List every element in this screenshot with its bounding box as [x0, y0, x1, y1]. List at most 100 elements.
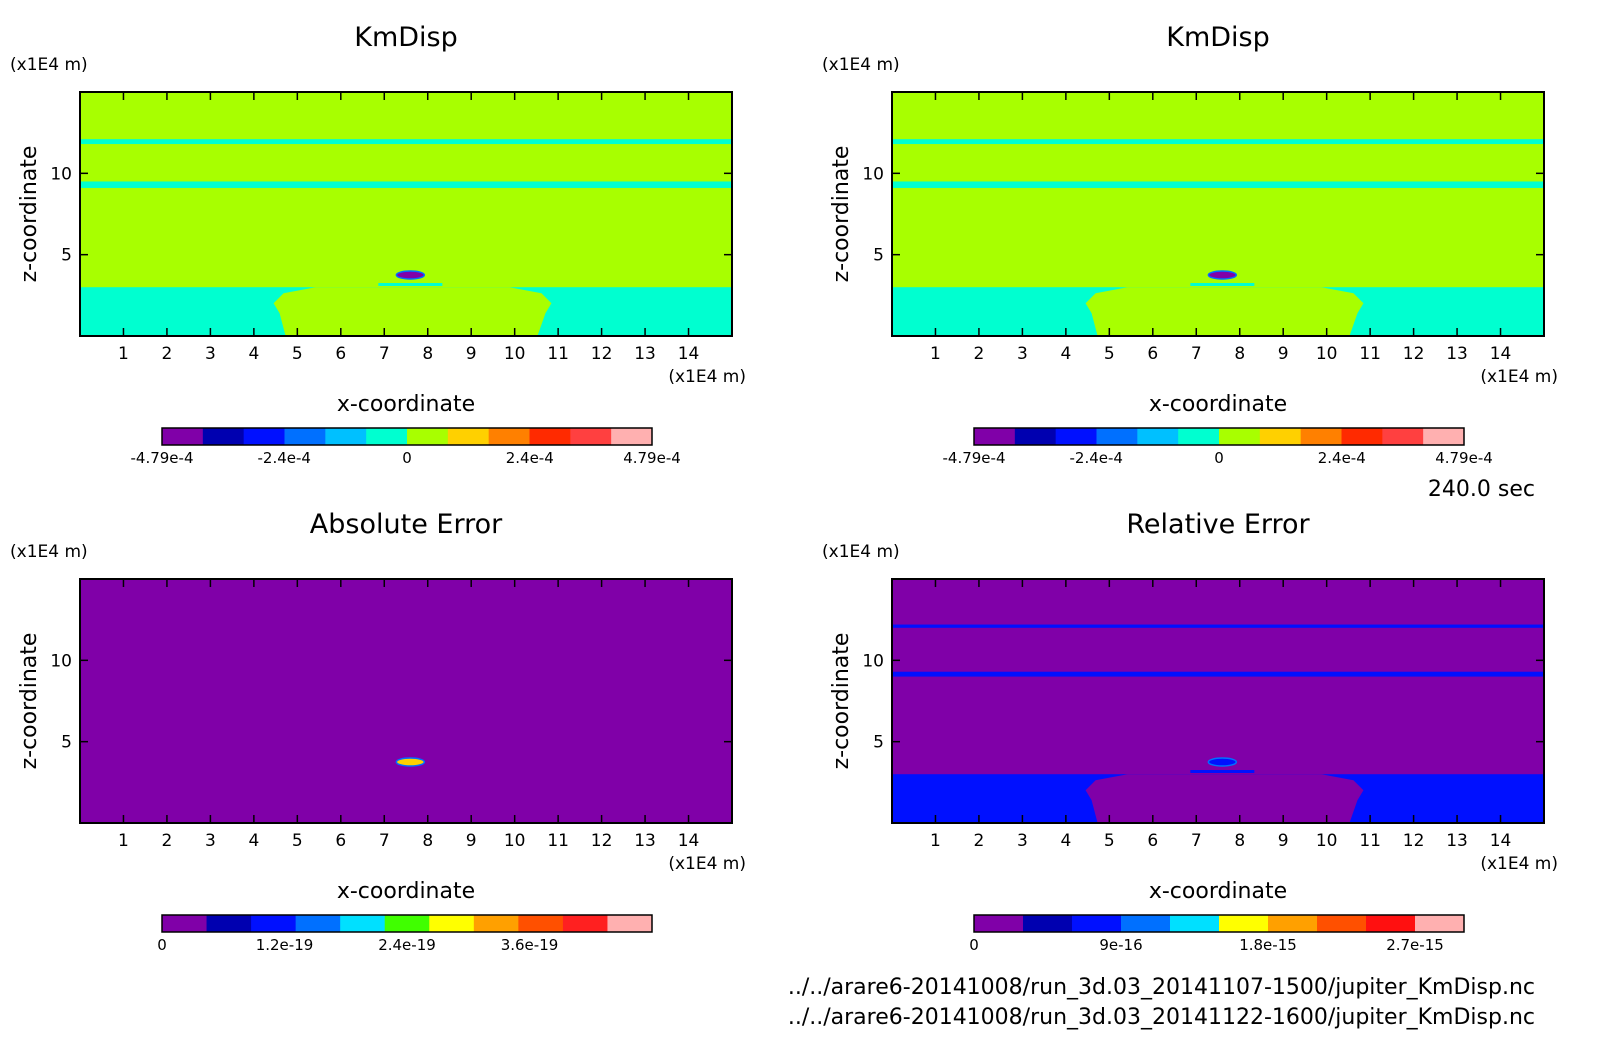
x-tick-label: 8 — [1234, 831, 1245, 851]
x-tick-label: 1 — [930, 831, 941, 851]
y-axis-label: z-coordinate — [829, 146, 854, 283]
x-unit-label: (x1E4 m) — [1480, 367, 1558, 387]
x-axis-label: x-coordinate — [1149, 392, 1287, 417]
x-tick-label: 7 — [1191, 344, 1202, 364]
colorbar-swatch — [974, 915, 1024, 932]
colorbar-frame — [973, 427, 1465, 446]
x-axis-label: x-coordinate — [1149, 879, 1287, 904]
colorbar-swatch — [488, 428, 530, 445]
colorbar-swatch — [1341, 428, 1383, 445]
colorbar-swatch — [340, 915, 386, 932]
field-central-plume — [273, 287, 552, 336]
x-tick-label: 12 — [591, 344, 613, 364]
x-tick-label: 11 — [1359, 831, 1381, 851]
file-path-1: ../../arare6-20141008/run_3d.03_20141107… — [788, 975, 1535, 1000]
x-unit-label: (x1E4 m) — [668, 367, 746, 387]
x-tick-label: 4 — [248, 831, 259, 851]
colorbar-tick-label: -2.4e-4 — [1070, 449, 1123, 467]
plot-frame — [79, 578, 733, 824]
field-anomaly-lower-strip — [378, 283, 443, 286]
colorbar-swatch — [325, 428, 367, 445]
colorbar-swatch — [243, 428, 285, 445]
colorbar-tick-label: 0 — [157, 936, 167, 954]
x-tick-label: 12 — [1403, 344, 1425, 364]
x-tick-label: 10 — [1316, 344, 1338, 364]
colorbar-swatch — [251, 915, 297, 932]
colorbar-swatch — [206, 915, 252, 932]
x-tick-label: 13 — [1446, 344, 1468, 364]
colorbar-frame — [161, 914, 653, 933]
y-unit-label: (x1E4 m) — [10, 542, 88, 562]
x-tick-label: 5 — [292, 831, 303, 851]
x-tick-label: 2 — [974, 344, 985, 364]
plot-frame — [891, 91, 1545, 337]
field-anomaly — [1207, 270, 1238, 280]
x-tick-label: 4 — [1060, 344, 1071, 364]
x-tick-label: 11 — [547, 344, 569, 364]
chart-title: KmDisp — [1166, 22, 1270, 53]
field-band-2 — [80, 181, 732, 188]
y-axis-label: z-coordinate — [17, 146, 42, 283]
x-tick-label: 8 — [422, 831, 433, 851]
y-axis-label: z-coordinate — [829, 633, 854, 770]
colorbar-swatch — [162, 915, 208, 932]
colorbar-swatch — [1219, 428, 1261, 445]
colorbar-swatch — [1137, 428, 1179, 445]
x-tick-label: 13 — [634, 344, 656, 364]
x-tick-label: 14 — [1490, 831, 1512, 851]
y-tick-label: 5 — [61, 733, 72, 753]
colorbar-tick-label: 2.4e-19 — [378, 936, 436, 954]
x-tick-label: 3 — [205, 831, 216, 851]
colorbar-tick-label: 2.4e-4 — [506, 449, 554, 467]
colorbar-swatch — [384, 915, 430, 932]
x-tick-label: 14 — [678, 344, 700, 364]
colorbar-swatch — [1219, 915, 1269, 932]
field-plot — [892, 579, 1544, 823]
colorbar-tick-label: 1.2e-19 — [256, 936, 314, 954]
x-tick-label: 5 — [1104, 344, 1115, 364]
colorbar-swatch — [974, 428, 1016, 445]
colorbar-tick-label: 4.79e-4 — [1435, 449, 1493, 467]
colorbar: 0 9e-16 1.8e-15 2.7e-15 — [969, 914, 1465, 954]
x-tick-label: 10 — [504, 831, 526, 851]
colorbar-swatch — [1055, 428, 1097, 445]
colorbar-swatch — [1178, 428, 1220, 445]
x-tick-label: 14 — [678, 831, 700, 851]
x-tick-label: 8 — [1234, 344, 1245, 364]
colorbar-swatch — [607, 915, 653, 932]
colorbar-swatch — [570, 428, 612, 445]
colorbar-tick-label: 2.4e-4 — [1318, 449, 1366, 467]
y-axis-label: z-coordinate — [17, 633, 42, 770]
x-tick-label: 3 — [1017, 344, 1028, 364]
colorbar-tick-label: 2.7e-15 — [1386, 936, 1444, 954]
x-unit-label: (x1E4 m) — [668, 854, 746, 874]
colorbar-swatch — [529, 428, 571, 445]
x-tick-label: 6 — [335, 344, 346, 364]
field-anomaly — [1207, 757, 1238, 767]
colorbar-swatch — [1300, 428, 1342, 445]
chart-title: KmDisp — [354, 22, 458, 53]
x-tick-label: 4 — [248, 344, 259, 364]
x-tick-label: 10 — [504, 344, 526, 364]
field-plot — [892, 92, 1544, 336]
field-band-1 — [80, 139, 732, 145]
colorbar-swatch — [1014, 428, 1057, 445]
x-tick-label: 6 — [1147, 831, 1158, 851]
plot-frame — [891, 578, 1545, 824]
x-tick-label: 4 — [1060, 831, 1071, 851]
colorbar-swatch — [1268, 915, 1318, 932]
colorbar: -4.79e-4 -2.4e-4 0 2.4e-4 4.79e-4 — [943, 427, 1493, 467]
field-anomaly — [395, 757, 426, 767]
colorbar: 0 1.2e-19 2.4e-19 3.6e-19 — [157, 914, 653, 954]
x-tick-label: 13 — [1446, 831, 1468, 851]
time-label: 240.0 sec — [1428, 477, 1535, 502]
colorbar-swatch — [562, 915, 608, 932]
x-tick-label: 3 — [1017, 831, 1028, 851]
x-tick-label: 9 — [1278, 344, 1289, 364]
field-band-1 — [892, 139, 1544, 145]
colorbar-tick-label: 1.8e-15 — [1239, 936, 1297, 954]
y-unit-label: (x1E4 m) — [822, 542, 900, 562]
y-tick-label: 5 — [61, 246, 72, 266]
colorbar: -4.79e-4 -2.4e-4 0 2.4e-4 4.79e-4 — [131, 427, 681, 467]
x-tick-label: 9 — [466, 831, 477, 851]
